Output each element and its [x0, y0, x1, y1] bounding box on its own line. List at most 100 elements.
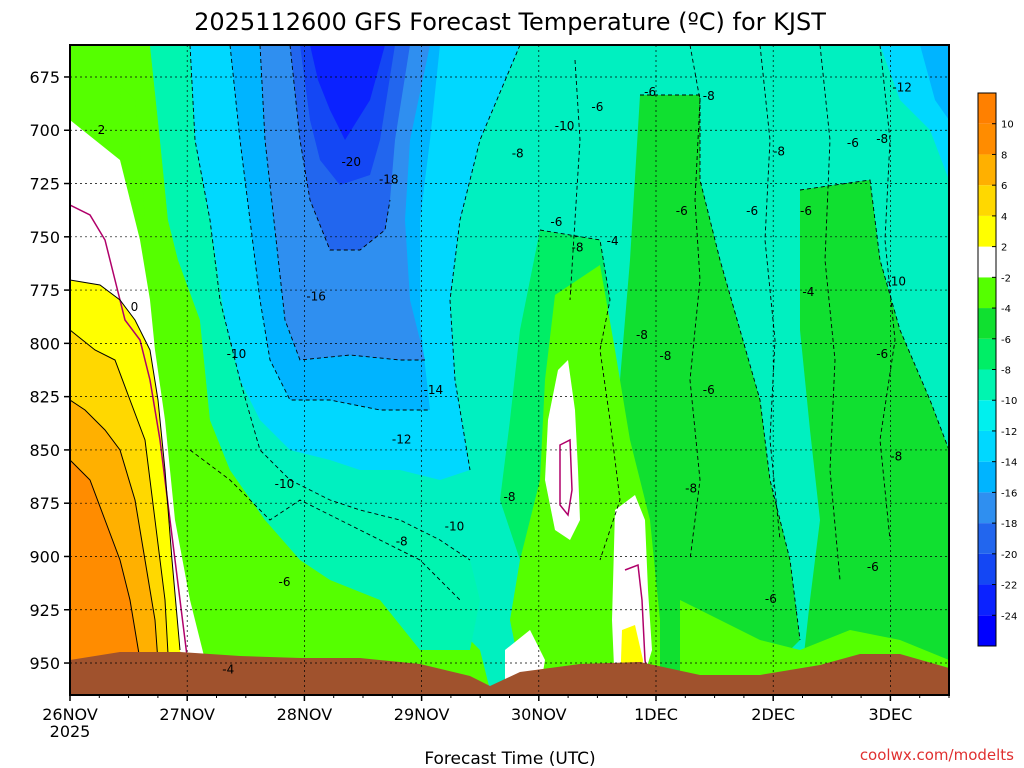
contour-label: -10	[445, 520, 465, 534]
contour-label: -6	[550, 215, 562, 229]
contour-label: -8	[571, 240, 583, 254]
contour-label: -6	[703, 383, 715, 397]
contour-label: -14	[424, 383, 444, 397]
contour-label: -4	[222, 662, 234, 676]
chart-title: 2025112600 GFS Forecast Temperature (ºC)…	[194, 8, 826, 36]
contour-label: -6	[800, 204, 812, 218]
x-axis: 26NOV 27NOV 28NOV 29NOV 30NOV 1DEC 2DEC 3DEC	[42, 695, 950, 724]
colorbar-swatch	[978, 246, 996, 278]
colorbar-label: -14	[1001, 458, 1017, 469]
y-tick-label: 800	[29, 334, 60, 353]
contour-label: -4	[607, 234, 619, 248]
colorbar-label: -16	[1001, 488, 1017, 499]
colorbar-label: -22	[1001, 581, 1017, 592]
contour-label: -10	[555, 119, 575, 133]
lightblue-right-top	[920, 45, 949, 120]
contour-label: -4	[802, 285, 814, 299]
colorbar-swatch	[978, 461, 996, 493]
green-notch-left	[120, 85, 145, 220]
colorbar-swatch	[978, 523, 996, 554]
coldest-core	[310, 45, 385, 140]
contour-labels: -20-4-10-10-6-16-20-18-12-8-14-10-8-8-6-…	[93, 81, 912, 677]
contour-label: -18	[379, 172, 399, 186]
contour-label: -8	[504, 490, 516, 504]
contour-label: -20	[341, 155, 361, 169]
x-tick-label: 29NOV	[394, 705, 450, 724]
y-tick-label: 850	[29, 441, 60, 460]
x-tick-label: 3DEC	[869, 705, 913, 724]
band-mint-left	[150, 45, 480, 650]
colorbar-swatch	[978, 369, 996, 401]
colorbar-label: -2	[1001, 273, 1011, 284]
contour-label: -12	[392, 432, 412, 446]
contour-label: -8	[636, 328, 648, 342]
y-tick-label: 875	[29, 494, 60, 513]
colorbar-swatch	[978, 215, 996, 247]
colorbar-label: -12	[1001, 427, 1017, 438]
colorbar-label: -8	[1001, 366, 1011, 377]
y-axis: 675 700 725 750 775 800 825 850 875 900 925 950	[29, 68, 70, 673]
temperature-field	[70, 45, 949, 695]
contour-label: -6	[746, 204, 758, 218]
contour-label: -8	[773, 145, 785, 159]
colorbar-label: -6	[1001, 335, 1011, 346]
y-tick-label: 675	[29, 68, 60, 87]
contour-label: -2	[93, 123, 105, 137]
colorbar-swatch	[978, 277, 996, 309]
contour-label: -6	[765, 592, 777, 606]
green-patch-right-1	[620, 95, 800, 690]
contour-label: -8	[396, 535, 408, 549]
x-tick-label: 26NOV	[42, 705, 98, 724]
x-tick-label: 30NOV	[511, 705, 567, 724]
y-tick-label: 825	[29, 388, 60, 407]
y-tick-label: 925	[29, 601, 60, 620]
colorbar-swatch	[978, 615, 996, 646]
contour-label: -8	[890, 449, 902, 463]
contour-label: -12	[892, 81, 912, 95]
colorbar-swatch	[978, 308, 996, 339]
colorbar-label: -20	[1001, 550, 1017, 561]
colorbar-swatch	[978, 430, 996, 462]
y-tick-label: 900	[29, 547, 60, 566]
colorbar-swatch	[978, 154, 996, 186]
site-credit: coolwx.com/modelts	[860, 746, 1014, 764]
colorbar-swatch	[978, 185, 996, 216]
contour-label: -8	[876, 132, 888, 146]
x-tick-label: 28NOV	[277, 705, 333, 724]
colorbar-label: -10	[1001, 396, 1017, 407]
x-axis-title: Forecast Time (UTC)	[424, 749, 595, 768]
colorbar-label: 6	[1001, 181, 1007, 192]
contour-label: 0	[131, 300, 139, 314]
contour-label: -8	[512, 147, 524, 161]
x-year-label: 2025	[50, 722, 91, 741]
colorbar-swatch	[978, 93, 996, 124]
y-tick-label: 750	[29, 228, 60, 247]
contour-label: -10	[227, 347, 247, 361]
colorbar-label: 2	[1001, 243, 1007, 254]
colorbar-swatch	[978, 492, 996, 524]
colorbar-swatch	[978, 400, 996, 431]
contour-label: -6	[591, 100, 603, 114]
warm-orange2	[70, 460, 145, 690]
contour-label: -8	[685, 481, 697, 495]
x-tick-label: 27NOV	[159, 705, 215, 724]
colorbar-label: 10	[1001, 120, 1014, 131]
x-tick-label: 1DEC	[634, 705, 678, 724]
zero-contour-left	[70, 204, 191, 681]
terrain	[70, 652, 949, 695]
green-patch-right-2	[800, 180, 949, 690]
colorbar-swatch	[978, 123, 996, 155]
colorbar-swatch	[978, 584, 996, 616]
x-tick-label: 2DEC	[751, 705, 795, 724]
y-tick-label: 775	[29, 281, 60, 300]
y-tick-label: 725	[29, 175, 60, 194]
colorbar-label: -4	[1001, 304, 1011, 315]
contour-label: -6	[278, 575, 290, 589]
contour-label: -8	[659, 349, 671, 363]
colorbar-label: 8	[1001, 150, 1007, 161]
contour-label: -10	[275, 477, 295, 491]
contour-label: -10	[886, 275, 906, 289]
contour-label: -6	[676, 204, 688, 218]
